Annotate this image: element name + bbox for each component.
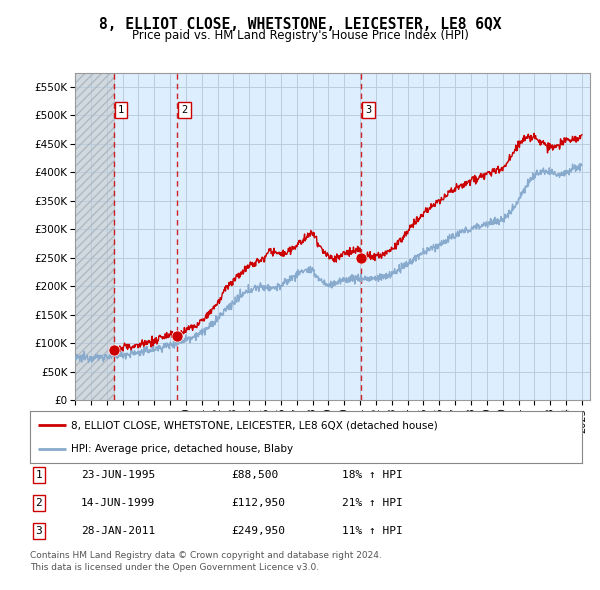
Text: 2: 2 xyxy=(35,498,43,507)
Text: £249,950: £249,950 xyxy=(231,526,285,536)
Text: 18% ↑ HPI: 18% ↑ HPI xyxy=(342,470,403,480)
Text: 3: 3 xyxy=(35,526,43,536)
Text: 2: 2 xyxy=(181,105,188,115)
Text: 1: 1 xyxy=(35,470,43,480)
Text: 23-JUN-1995: 23-JUN-1995 xyxy=(81,470,155,480)
Text: 11% ↑ HPI: 11% ↑ HPI xyxy=(342,526,403,536)
Bar xyxy=(75,73,114,400)
Text: Contains HM Land Registry data © Crown copyright and database right 2024.: Contains HM Land Registry data © Crown c… xyxy=(30,552,382,560)
Text: 8, ELLIOT CLOSE, WHETSTONE, LEICESTER, LE8 6QX: 8, ELLIOT CLOSE, WHETSTONE, LEICESTER, L… xyxy=(99,17,501,31)
Text: 14-JUN-1999: 14-JUN-1999 xyxy=(81,498,155,507)
Text: 1: 1 xyxy=(118,105,124,115)
Text: Price paid vs. HM Land Registry's House Price Index (HPI): Price paid vs. HM Land Registry's House … xyxy=(131,30,469,42)
Text: 21% ↑ HPI: 21% ↑ HPI xyxy=(342,498,403,507)
Bar xyxy=(75,73,114,400)
Text: This data is licensed under the Open Government Licence v3.0.: This data is licensed under the Open Gov… xyxy=(30,563,319,572)
Text: HPI: Average price, detached house, Blaby: HPI: Average price, detached house, Blab… xyxy=(71,444,293,454)
Text: £88,500: £88,500 xyxy=(231,470,278,480)
Text: 3: 3 xyxy=(365,105,371,115)
Text: 8, ELLIOT CLOSE, WHETSTONE, LEICESTER, LE8 6QX (detached house): 8, ELLIOT CLOSE, WHETSTONE, LEICESTER, L… xyxy=(71,420,438,430)
Text: £112,950: £112,950 xyxy=(231,498,285,507)
Text: 28-JAN-2011: 28-JAN-2011 xyxy=(81,526,155,536)
